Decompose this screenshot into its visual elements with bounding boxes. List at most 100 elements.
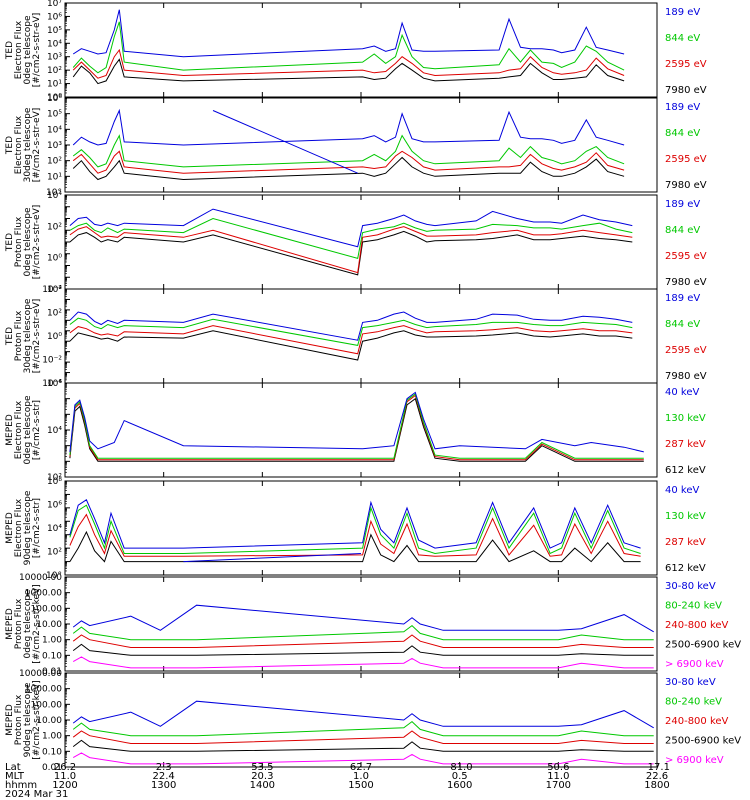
- y-axis-label: [#/cm2-s-str-eV]: [32, 13, 42, 88]
- legend-entry: > 6900 keV: [665, 659, 724, 670]
- x-tick-lat: 2.3: [156, 762, 172, 773]
- series-line-80-240-kev: [72, 624, 654, 641]
- x-tick-lat: -81.0: [447, 762, 473, 773]
- legend-entry: 844 eV: [665, 128, 700, 139]
- y-axis-label: Proton Flux: [14, 694, 24, 745]
- y-tick-label: 1.00: [42, 732, 62, 742]
- legend-entry: 612 keV: [665, 465, 706, 476]
- interpolation-line: [212, 110, 358, 174]
- y-tick-label: 10⁶: [47, 12, 62, 22]
- data-layer: [69, 391, 644, 462]
- x-tick-lat: 26.2: [54, 762, 76, 773]
- legend-entry: 30-80 keV: [665, 677, 716, 688]
- time-row-label: hhmm: [5, 780, 37, 791]
- legend-entry: 612 keV: [665, 563, 706, 574]
- legend-entry: 30-80 keV: [665, 581, 716, 592]
- y-tick-label: 10²: [47, 309, 62, 319]
- legend-entry: 240-800 keV: [665, 620, 729, 631]
- legend-entry: 40 keV: [665, 485, 699, 496]
- data-layer: [69, 499, 641, 563]
- x-tick-time: 1400: [250, 780, 275, 791]
- series-line-844-ev: [72, 21, 625, 74]
- series-line-130-kev: [69, 393, 644, 459]
- series-line-7980-ev: [69, 330, 633, 361]
- chart-panel-7: 0.01 0.10 1.00 10.00 100.00 1000.00 10000.00 ME…: [5, 573, 741, 677]
- y-axis-label: 0deg telescope: [23, 15, 33, 85]
- y-tick-label: 10⁴: [47, 191, 62, 201]
- data-layer: [72, 700, 654, 765]
- x-tick-mlt: 11.0: [547, 771, 569, 782]
- y-axis-label: 0deg telescope: [23, 395, 33, 465]
- chart-panel-1: 10⁰ 10¹ 10² 10³ 10⁴ 10⁵ 10⁶ 10⁷ TED Electron Flux…: [5, 0, 707, 103]
- x-tick-mlt: 11.0: [54, 771, 76, 782]
- y-tick-label: 10⁰: [47, 93, 62, 103]
- series-line-2595-ev: [69, 226, 633, 274]
- y-tick-label: 1000.00: [25, 685, 62, 695]
- interpolation-line: [183, 553, 362, 563]
- y-axis-label: TED: [5, 136, 15, 155]
- series-line-7980-ev: [72, 58, 625, 85]
- y-tick-label: 10⁶: [47, 501, 62, 511]
- y-tick-label: 10⁶: [47, 94, 62, 104]
- legend-entry: 240-800 keV: [665, 716, 729, 727]
- series-line-7980-ev: [69, 230, 633, 276]
- legend-entry: 189 eV: [665, 199, 700, 210]
- y-axis-label: 30deg telescope: [23, 107, 33, 182]
- series-line-2595-ev: [72, 48, 625, 79]
- legend-entry: 844 eV: [665, 319, 700, 330]
- y-tick-label: 100.00: [31, 700, 63, 710]
- x-tick-lat: 62.7: [350, 762, 372, 773]
- chart-panel-3: 10⁻² 10⁰ 10² 10⁴ TED Proton Flux 0deg telescop…: [5, 191, 707, 295]
- legend-entry: 844 eV: [665, 225, 700, 236]
- y-tick-label: 10⁻²: [42, 356, 62, 366]
- y-tick-label: 0.10: [42, 747, 62, 757]
- series-line--6900-kev: [72, 752, 654, 765]
- y-tick-label: 10⁴: [47, 285, 62, 295]
- plot-frame: [64, 672, 658, 768]
- legend-entry: 2595 eV: [665, 251, 707, 262]
- plot-frame: [64, 288, 658, 384]
- y-axis-label: Electron Flux: [14, 498, 24, 557]
- legend-entry: > 6900 keV: [665, 755, 724, 766]
- y-tick-label: 10⁻⁴: [42, 379, 62, 389]
- series-line-189-ev: [72, 108, 625, 146]
- data-layer: [69, 208, 633, 276]
- plot-frame: [64, 480, 658, 576]
- y-axis-label: MEPED: [5, 414, 15, 446]
- chart-panel-6: 10° 10² 10⁴ 10⁶ 10⁸ MEPED Electron Flux 90deg t…: [5, 477, 706, 581]
- y-axis-label: [#/cm2-s-str]: [32, 400, 42, 460]
- legend-entry: 130 keV: [665, 413, 706, 424]
- legend-entry: 287 keV: [665, 537, 706, 548]
- y-tick-label: 10.00: [36, 620, 62, 630]
- legend-entry: 80-240 keV: [665, 601, 722, 612]
- x-tick-mlt: 22.6: [646, 771, 668, 782]
- y-axis-label: 0deg telescope: [23, 207, 33, 277]
- legend-entry: 40 keV: [665, 387, 699, 398]
- legend-entry: 844 eV: [665, 33, 700, 44]
- y-axis-label: 90deg telescope: [23, 682, 33, 757]
- y-tick-label: 100.00: [31, 604, 63, 614]
- y-tick-label: 10²: [47, 66, 62, 76]
- y-tick-label: 10⁸: [47, 477, 62, 487]
- series-line-40-kev: [69, 499, 641, 549]
- y-axis-label: Proton Flux: [14, 598, 24, 649]
- y-tick-label: 10¹: [47, 172, 62, 182]
- y-tick-label: 10.00: [36, 716, 62, 726]
- series-line-240-800-kev: [72, 634, 654, 648]
- series-line-2500-6900-kev: [72, 643, 654, 656]
- data-layer: [72, 604, 654, 669]
- legend-entry: 7980 eV: [665, 371, 707, 382]
- series-line-2595-ev: [69, 325, 633, 355]
- plot-frame: [64, 382, 658, 478]
- y-tick-label: 10⁰: [47, 254, 62, 264]
- series-line-844-ev: [69, 217, 633, 260]
- legend-entry: 7980 eV: [665, 277, 707, 288]
- x-tick-lat: 53.5: [251, 762, 273, 773]
- x-tick-time: 1700: [546, 780, 571, 791]
- plot-frame: [64, 2, 658, 98]
- x-axis-annotations: Lat MLT hhmm 2024 Mar 31 26.211.012002.3…: [5, 762, 670, 800]
- x-tick-mlt: 22.4: [153, 771, 175, 782]
- y-axis-label: TED: [5, 41, 15, 60]
- y-tick-label: 10³: [47, 141, 62, 151]
